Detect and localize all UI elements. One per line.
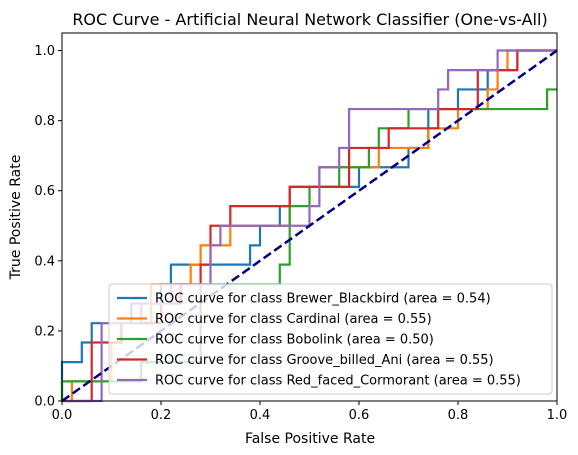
legend-entry-label: ROC curve for class Brewer_Blackbird (ar… — [155, 292, 491, 307]
y-tick-label: 0.8 — [34, 114, 55, 129]
y-tick-label: 0.4 — [34, 254, 55, 269]
x-axis-label: False Positive Rate — [245, 431, 375, 447]
y-tick-label: 0.6 — [34, 184, 55, 199]
x-tick-label: 0.4 — [250, 408, 271, 423]
x-tick-label: 0.2 — [151, 408, 172, 423]
chance-diagonal-line — [61, 49, 558, 403]
chart-title: ROC Curve - Artificial Neural Network Cl… — [72, 10, 547, 29]
legend-box — [108, 283, 553, 395]
x-tick-label: 1.0 — [547, 408, 568, 423]
x-axis: 0.0 0.2 0.4 0.6 0.8 1.0 — [52, 401, 568, 423]
legend-entry-label: ROC curve for class Cardinal (area = 0.5… — [155, 312, 432, 327]
y-axis: 0.0 0.2 0.4 0.6 0.8 1.0 — [34, 44, 62, 410]
legend-entry-label: ROC curve for class Groove_billed_Ani (a… — [155, 353, 494, 368]
y-axis-label: True Positive Rate — [8, 155, 24, 281]
legend: ROC curve for class Brewer_Blackbird (ar… — [108, 283, 553, 395]
x-tick-label: 0.0 — [52, 408, 73, 423]
y-tick-label: 0.2 — [34, 324, 55, 339]
legend-entry-label: ROC curve for class Bobolink (area = 0.5… — [155, 333, 434, 348]
x-tick-label: 0.8 — [448, 408, 469, 423]
axes-frame — [61, 32, 558, 402]
y-tick-label: 0.0 — [34, 395, 55, 410]
x-tick-label: 0.6 — [349, 408, 370, 423]
y-tick-label: 1.0 — [34, 44, 55, 59]
legend-entry-label: ROC curve for class Red_faced_Cormorant … — [155, 374, 521, 389]
